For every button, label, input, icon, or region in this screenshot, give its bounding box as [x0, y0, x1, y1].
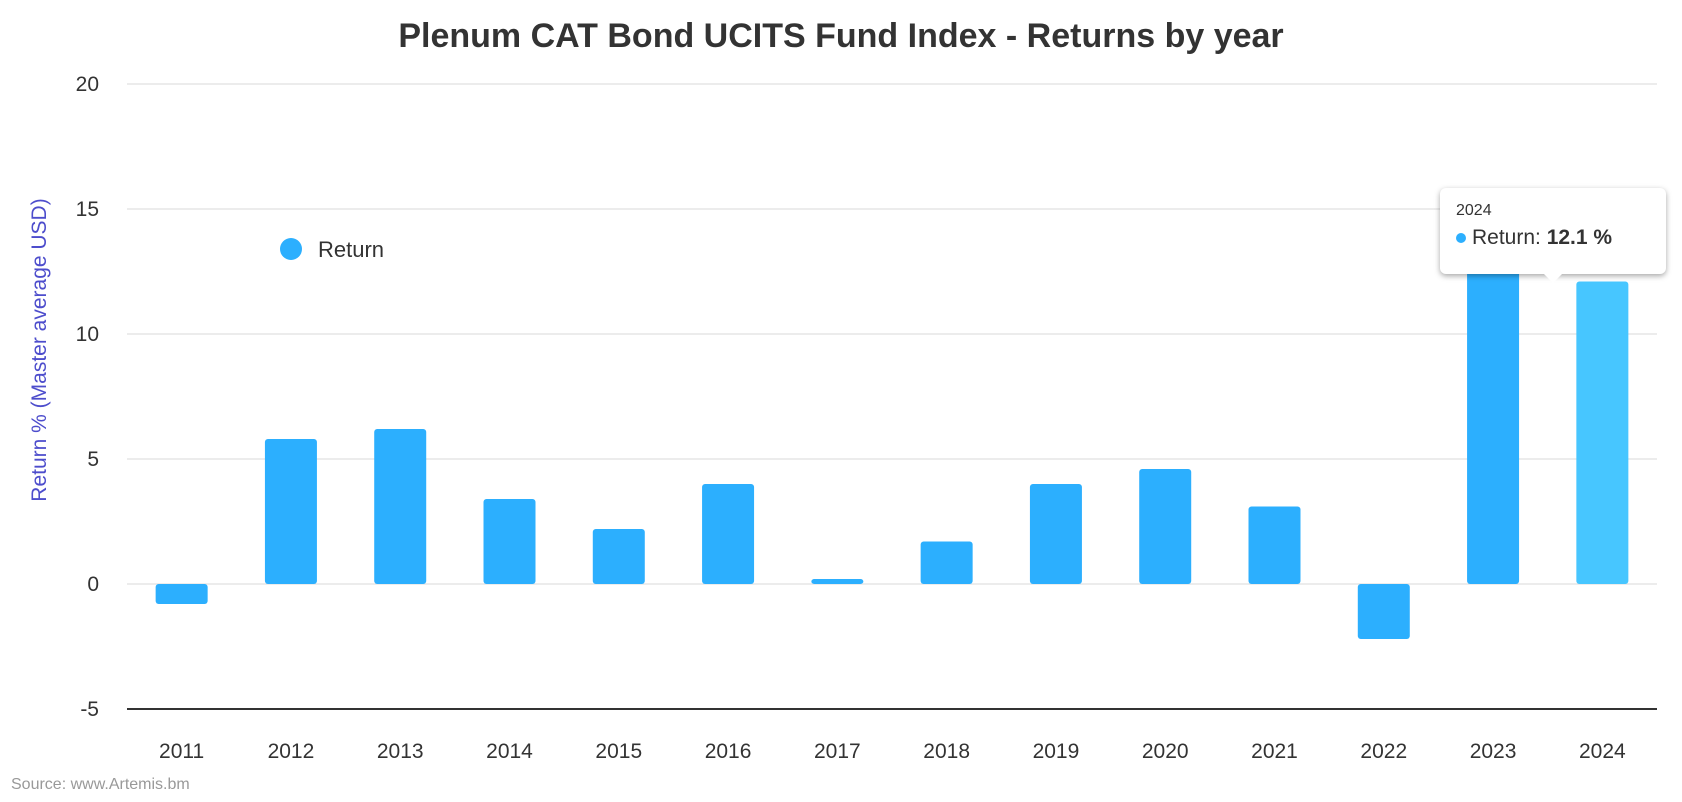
bar-2020[interactable] — [1139, 469, 1192, 584]
x-tick-label: 2019 — [1033, 740, 1080, 763]
legend-label: Return — [318, 237, 384, 262]
x-tick-label: 2011 — [159, 740, 204, 763]
y-tick-label: -5 — [80, 698, 99, 721]
y-tick-label: 10 — [76, 323, 99, 346]
tooltip-label: Return: — [1472, 226, 1547, 249]
x-tick-label: 2016 — [705, 740, 752, 763]
y-tick-label: 15 — [76, 198, 99, 221]
x-tick-label: 2014 — [486, 740, 533, 763]
tooltip-series-dot — [1456, 233, 1466, 244]
source-credit[interactable]: Source: www.Artemis.bm — [11, 776, 190, 793]
x-tick-label: 2023 — [1470, 740, 1517, 763]
tooltip: 2024 Return: 12.1 % — [1440, 188, 1666, 283]
bar-2013[interactable] — [374, 429, 427, 584]
legend-item-return[interactable]: Return — [280, 237, 384, 262]
bar-2015[interactable] — [592, 529, 645, 584]
x-tick-label: 2012 — [268, 740, 315, 763]
x-tick-label: 2017 — [814, 740, 861, 763]
bar-2022[interactable] — [1357, 584, 1410, 639]
bar-2012[interactable] — [264, 439, 317, 584]
x-tick-label: 2022 — [1360, 740, 1407, 763]
bar-2016[interactable] — [702, 484, 755, 584]
x-tick-label: 2021 — [1251, 740, 1298, 763]
x-tick-label: 2015 — [595, 740, 642, 763]
bar-2014[interactable] — [483, 499, 536, 584]
bar-2019[interactable] — [1029, 484, 1082, 584]
y-axis-title: Return % (Master average USD) — [28, 198, 51, 501]
tooltip-value: 12.1 % — [1546, 226, 1613, 249]
bar-2021[interactable] — [1248, 506, 1301, 585]
y-tick-label: 20 — [76, 73, 99, 96]
x-tick-label: 2018 — [923, 740, 970, 763]
x-tick-label: 2013 — [377, 740, 424, 763]
bar-2011[interactable] — [155, 584, 208, 604]
bar-2023[interactable] — [1467, 231, 1520, 585]
chart-title: Plenum CAT Bond UCITS Fund Index - Retur… — [398, 17, 1283, 55]
x-tick-label: 2020 — [1142, 740, 1189, 763]
bar-2017[interactable] — [811, 579, 864, 584]
y-tick-label: 0 — [87, 573, 99, 596]
y-tick-label: 5 — [87, 448, 99, 471]
tooltip-header: 2024 — [1456, 202, 1492, 219]
x-tick-label: 2024 — [1579, 740, 1626, 763]
bar-2024[interactable] — [1576, 281, 1629, 585]
legend-symbol — [280, 238, 302, 260]
bar-2018[interactable] — [920, 541, 973, 585]
